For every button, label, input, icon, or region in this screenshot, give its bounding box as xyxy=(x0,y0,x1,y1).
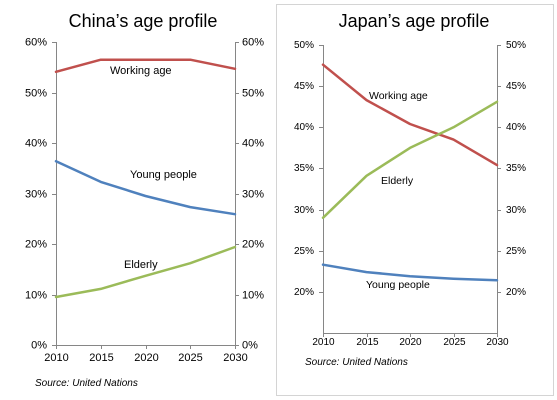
japan-x-tick-label: 2030 xyxy=(486,337,509,348)
china-y-tick-label-right: 30% xyxy=(242,189,264,201)
china-x-tick-label: 2020 xyxy=(134,352,158,364)
china-y-tick-label-left: 50% xyxy=(25,88,47,100)
japan-y-tick-label-right: 50% xyxy=(506,40,526,51)
japan-y-tick-label-right: 40% xyxy=(506,122,526,133)
japan-y-tick-label-right: 45% xyxy=(506,81,526,92)
japan-x-tick-label: 2010 xyxy=(312,337,335,348)
japan-x-tick-label: 2020 xyxy=(399,337,422,348)
china-y-tick-label-left: 60% xyxy=(25,37,47,49)
japan-label-elderly: Elderly xyxy=(381,175,414,187)
china-label-young-people: Young people xyxy=(130,169,197,181)
china-y-tick-label-right: 40% xyxy=(242,138,264,150)
japan-label-young-people: Young people xyxy=(366,279,430,291)
china-x-tick-label: 2030 xyxy=(223,352,247,364)
china-y-tick-label-right: 60% xyxy=(242,37,264,49)
china-line-working-age xyxy=(54,58,237,74)
japan-line-elderly xyxy=(321,100,499,220)
japan-chart-plot: 20% 20% 25% 25% 30% 30% 35% 35% 40% 40% 45% 45% 50% 5… xyxy=(294,40,526,348)
china-y-tick-label-left: 40% xyxy=(25,138,47,150)
japan-x-tick-label: 2025 xyxy=(443,337,466,348)
china-label-working-age: Working age xyxy=(110,65,172,77)
japan-y-tick-label-left: 30% xyxy=(294,205,314,216)
japan-y-tick-label-left: 35% xyxy=(294,163,314,174)
japan-y-tick-label-left: 40% xyxy=(294,122,314,133)
china-x-tick-label: 2025 xyxy=(178,352,202,364)
japan-y-tick-label-right: 25% xyxy=(506,246,526,257)
china-line-young-people xyxy=(54,159,237,216)
china-y-tick-label-right: 20% xyxy=(242,239,264,251)
japan-y-tick-label-left: 25% xyxy=(294,246,314,257)
china-y-tick-label-left: 0% xyxy=(31,340,47,352)
japan-y-tick-label-left: 20% xyxy=(294,287,314,298)
japan-line-young-people xyxy=(321,263,499,282)
japan-y-tick-label-left: 50% xyxy=(294,40,314,51)
china-label-elderly: Elderly xyxy=(124,259,158,271)
china-chart-plot: 0% 0% 10% 10% 20% 20% 30% 30% 40% 40% 50% 50% 60% 60%… xyxy=(25,37,264,365)
china-y-tick-label-left: 20% xyxy=(25,239,47,251)
japan-chart-source: Source: United Nations xyxy=(305,357,408,368)
china-y-tick-label-right: 0% xyxy=(242,340,258,352)
japan-y-tick-label-right: 20% xyxy=(506,287,526,298)
china-x-tick-label: 2010 xyxy=(44,352,68,364)
china-chart-title: China’s age profile xyxy=(68,11,218,31)
japan-y-tick-label-left: 45% xyxy=(294,81,314,92)
china-y-tick-label-right: 50% xyxy=(242,88,264,100)
japan-line-working-age xyxy=(321,63,499,167)
japan-chart-frame xyxy=(276,4,554,396)
china-line-elderly xyxy=(54,245,237,299)
japan-y-tick-label-right: 30% xyxy=(506,205,526,216)
china-y-tick-label-right: 10% xyxy=(242,290,264,302)
japan-chart-title: Japan’s age profile xyxy=(338,11,490,31)
china-x-tick-label: 2015 xyxy=(89,352,113,364)
china-y-tick-label-left: 30% xyxy=(25,189,47,201)
china-y-tick-label-left: 10% xyxy=(25,290,47,302)
japan-y-tick-label-right: 35% xyxy=(506,163,526,174)
japan-label-working-age: Working age xyxy=(369,90,428,102)
japan-x-tick-label: 2015 xyxy=(356,337,379,348)
china-chart-source: Source: United Nations xyxy=(35,378,138,389)
